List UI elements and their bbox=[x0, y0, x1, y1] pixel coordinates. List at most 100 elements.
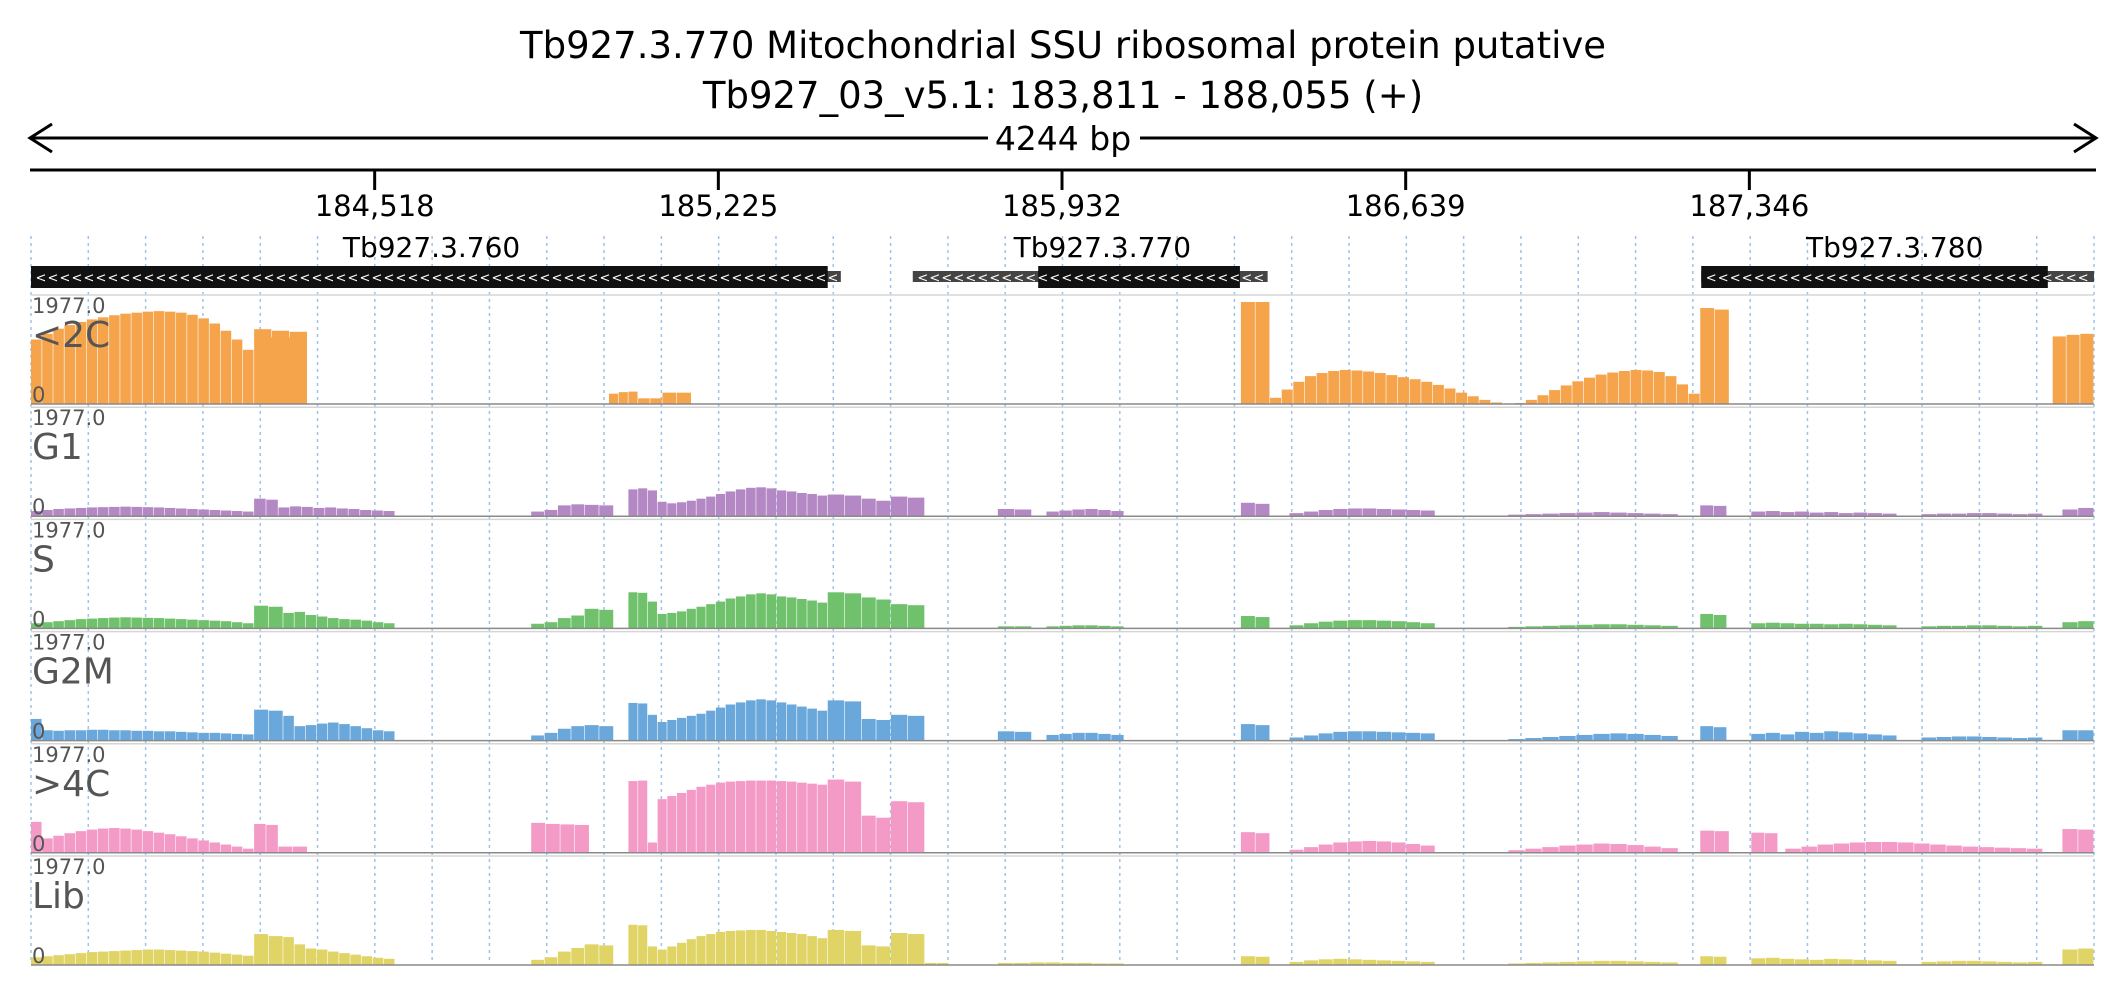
strand-chevron: < bbox=[144, 271, 155, 286]
coverage-bar bbox=[786, 597, 797, 629]
coverage-bar bbox=[75, 507, 87, 517]
coverage-bar bbox=[1593, 733, 1610, 741]
coverage-bar bbox=[254, 823, 266, 853]
coverage-bar bbox=[1316, 373, 1328, 404]
coverage-bar bbox=[571, 726, 585, 741]
coverage-bar bbox=[1333, 958, 1348, 965]
coverage-bar bbox=[1072, 509, 1085, 517]
coverage-bar bbox=[1420, 510, 1435, 517]
coverage-bar bbox=[1409, 379, 1421, 404]
coverage-bar bbox=[283, 937, 294, 965]
coverage-bar bbox=[120, 828, 131, 853]
strand-chevron: < bbox=[492, 271, 503, 286]
coverage-bar bbox=[827, 592, 845, 629]
coverage-bar bbox=[1853, 733, 1868, 741]
track-ymax-label: 1977.0 bbox=[32, 294, 105, 318]
coverage-bar bbox=[328, 618, 339, 629]
coverage-bar bbox=[97, 618, 109, 629]
coverage-bar bbox=[1714, 309, 1729, 404]
coverage-bar bbox=[667, 946, 677, 965]
figure-title-line1: Tb927.3.770 Mitochondrial SSU ribosomal … bbox=[519, 24, 1606, 67]
strand-chevron: < bbox=[216, 271, 227, 286]
coverage-bar bbox=[1111, 511, 1124, 517]
coverage-bar bbox=[1240, 956, 1255, 965]
coverage-bar bbox=[1838, 623, 1853, 629]
strand-chevron: < bbox=[1826, 271, 1837, 286]
coverage-bar bbox=[1347, 731, 1362, 741]
coverage-bar bbox=[1456, 392, 1468, 404]
coverage-bar bbox=[75, 953, 87, 965]
coverage-bar bbox=[817, 938, 828, 965]
coverage-bar bbox=[1406, 510, 1421, 517]
coverage-bar bbox=[1542, 847, 1559, 853]
strand-chevron: < bbox=[564, 271, 575, 286]
coverage-bar bbox=[294, 337, 307, 404]
coverage-bar bbox=[557, 618, 571, 629]
coverage-bar bbox=[254, 329, 272, 404]
coverage-bar bbox=[266, 824, 278, 853]
coverage-bar bbox=[599, 945, 614, 965]
coverage-bar bbox=[735, 596, 746, 629]
coverage-bar bbox=[1240, 302, 1255, 404]
coverage-bar bbox=[1630, 369, 1642, 404]
coverage-bar bbox=[31, 821, 42, 853]
coverage-bar bbox=[1713, 505, 1727, 517]
coverage-bar bbox=[1059, 510, 1072, 517]
coverage-bar bbox=[807, 708, 817, 741]
coverage-bar bbox=[1593, 843, 1610, 853]
coverage-bar bbox=[844, 593, 862, 629]
coverage-bar bbox=[131, 829, 142, 853]
coverage-bar bbox=[1318, 959, 1333, 965]
coverage-bar bbox=[1318, 510, 1333, 517]
coverage-bar bbox=[1420, 845, 1435, 853]
coverage-bar bbox=[1967, 960, 1982, 965]
strand-chevron: < bbox=[1121, 271, 1132, 286]
coverage-bar bbox=[64, 954, 76, 965]
coverage-bar bbox=[254, 498, 266, 517]
gene-feature: < < < < < < < < < < < < < < < < < < < < < < < < < < < < < < < < < < < < < < < <… bbox=[31, 231, 841, 288]
coverage-bar bbox=[153, 507, 165, 517]
coverage-bar bbox=[1838, 732, 1853, 741]
coverage-bar bbox=[890, 604, 908, 629]
coverage-bar bbox=[677, 392, 692, 404]
coverage-bar bbox=[706, 710, 716, 741]
coverage-bar bbox=[776, 596, 787, 629]
coverage-bar bbox=[1391, 842, 1406, 853]
coverage-bar bbox=[268, 710, 283, 741]
gene-label: Tb927.3.780 bbox=[1805, 231, 1983, 264]
coverage-bar bbox=[876, 719, 891, 741]
coverage-bar bbox=[766, 930, 777, 965]
coverage-bar bbox=[628, 924, 638, 965]
coverage-bar bbox=[725, 704, 736, 741]
strand-chevron: < bbox=[756, 271, 767, 286]
coverage-bar bbox=[1765, 957, 1780, 965]
track: 1977.0G1 0 bbox=[31, 406, 2094, 519]
coverage-bar bbox=[1853, 959, 1868, 965]
coverage-bar bbox=[142, 617, 154, 629]
strand-chevron: < bbox=[552, 271, 563, 286]
coverage-bar bbox=[735, 702, 746, 741]
strand-chevron: < bbox=[372, 271, 383, 286]
coverage-bar bbox=[696, 936, 706, 965]
coverage-bar bbox=[220, 844, 232, 853]
coverage-bar bbox=[686, 608, 696, 629]
coverage-bar bbox=[1333, 620, 1348, 629]
coverage-bar bbox=[1347, 959, 1362, 965]
coverage-bar bbox=[372, 957, 384, 965]
coverage-bar bbox=[1304, 960, 1319, 965]
strand-chevron: < bbox=[965, 271, 976, 286]
coverage-bar bbox=[1867, 960, 1882, 965]
coverage-bar bbox=[766, 700, 777, 741]
coverage-bar bbox=[1318, 621, 1333, 629]
coverage-bar bbox=[2062, 949, 2078, 965]
coverage-bar bbox=[2027, 625, 2043, 629]
coverage-bar bbox=[1951, 513, 1967, 517]
coverage-bar bbox=[817, 710, 828, 741]
coverage-bar bbox=[1801, 846, 1817, 853]
coverage-bar bbox=[1255, 302, 1270, 404]
coverage-bar bbox=[1420, 961, 1435, 965]
coverage-bar bbox=[1714, 831, 1729, 853]
coverage-bar bbox=[1333, 508, 1348, 517]
coverage-bar bbox=[599, 726, 614, 741]
coverage-bar bbox=[1809, 512, 1824, 517]
